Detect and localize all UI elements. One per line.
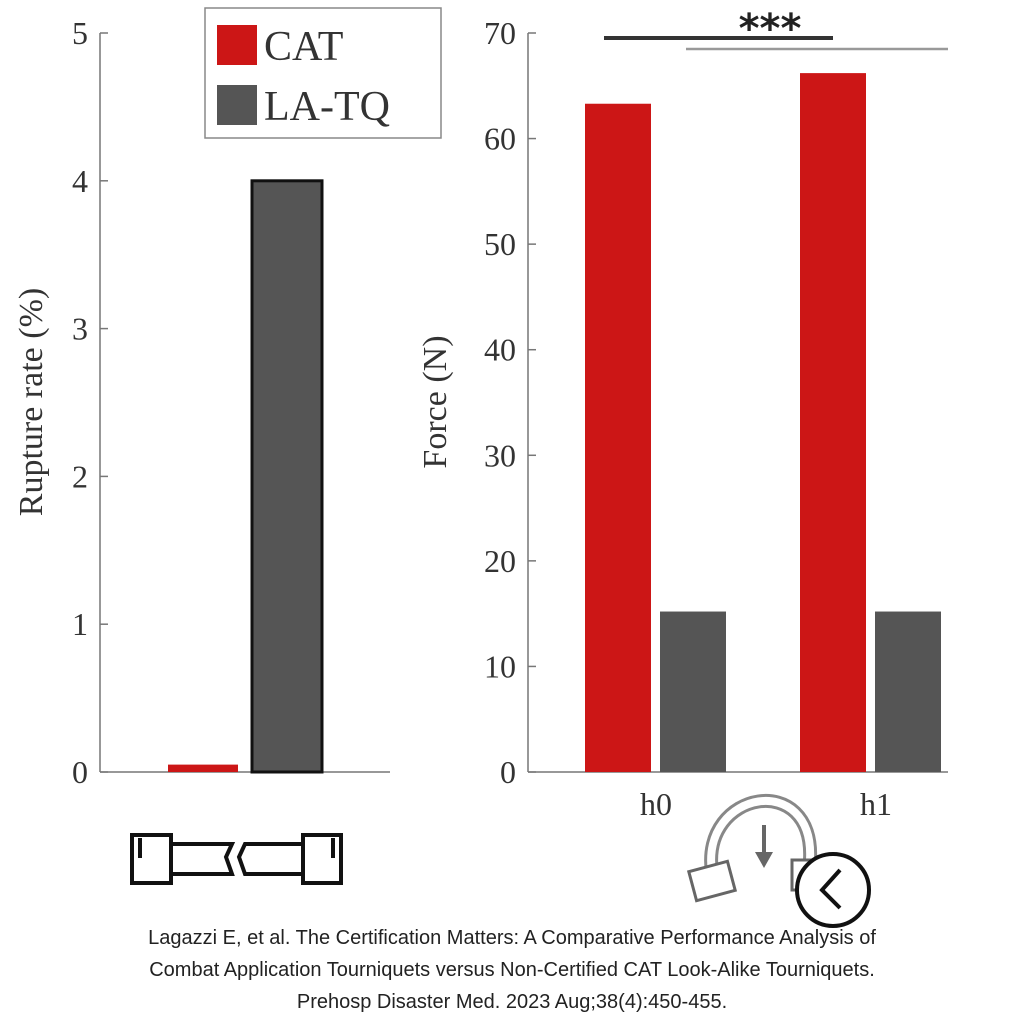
y-tick-label: 50 [484,226,516,262]
y-tick-label: 60 [484,121,516,157]
x-tick-label-h1: h1 [860,786,892,822]
time-strap-icon [686,793,871,928]
legend-label-cat: CAT [264,24,343,70]
y-tick-label: 1 [72,606,88,642]
bar-la-tq-all [250,179,324,774]
caption-line: Prehosp Disaster Med. 2023 Aug;38(4):450… [296,991,728,1013]
bar-la-tq-h0 [660,611,726,772]
y-tick-label: 0 [500,754,516,790]
force-chart: 0 10 20 30 40 50 60 70 Force (N) h0 h1 *** [417,6,948,928]
y-tick-label: 70 [484,15,516,51]
y-tick-label: 5 [72,15,88,51]
y-tick-label: 30 [484,437,516,473]
caption-line: Lagazzi E, et al. The Certification Matt… [148,927,876,949]
legend-swatch-cat [217,25,257,65]
rupture-rate-chart: 0 1 2 3 4 5 Rupture rate (%) CAT LA-TQ [13,7,442,885]
y-axis-label: Force (N) [417,335,454,468]
broken-strap-icon [130,833,343,885]
y-tick-label: 40 [484,332,516,368]
x-tick-label-h0: h0 [640,786,672,822]
bar-cat-h0 [585,103,651,773]
y-tick-label: 3 [72,311,88,347]
y-axis-label: Rupture rate (%) [13,288,50,516]
y-tick-label: 20 [484,543,516,579]
citation-caption: Lagazzi E, et al. The Certification Matt… [0,922,1024,1018]
legend-label-la-tq: LA-TQ [264,84,390,130]
legend-swatch-la-tq [217,85,257,125]
y-tick-label: 4 [72,163,88,199]
bar-la-tq-h1 [875,611,941,772]
legend: CAT LA-TQ [204,7,442,139]
y-tick-label: 0 [72,754,88,790]
bar-cat-h1 [800,73,866,773]
significance-annotation: *** [739,6,802,52]
y-tick-label: 2 [72,458,88,494]
caption-line: Combat Application Tourniquets versus No… [149,959,875,981]
bar-cat-all [168,764,238,772]
y-tick-label: 10 [484,648,516,684]
